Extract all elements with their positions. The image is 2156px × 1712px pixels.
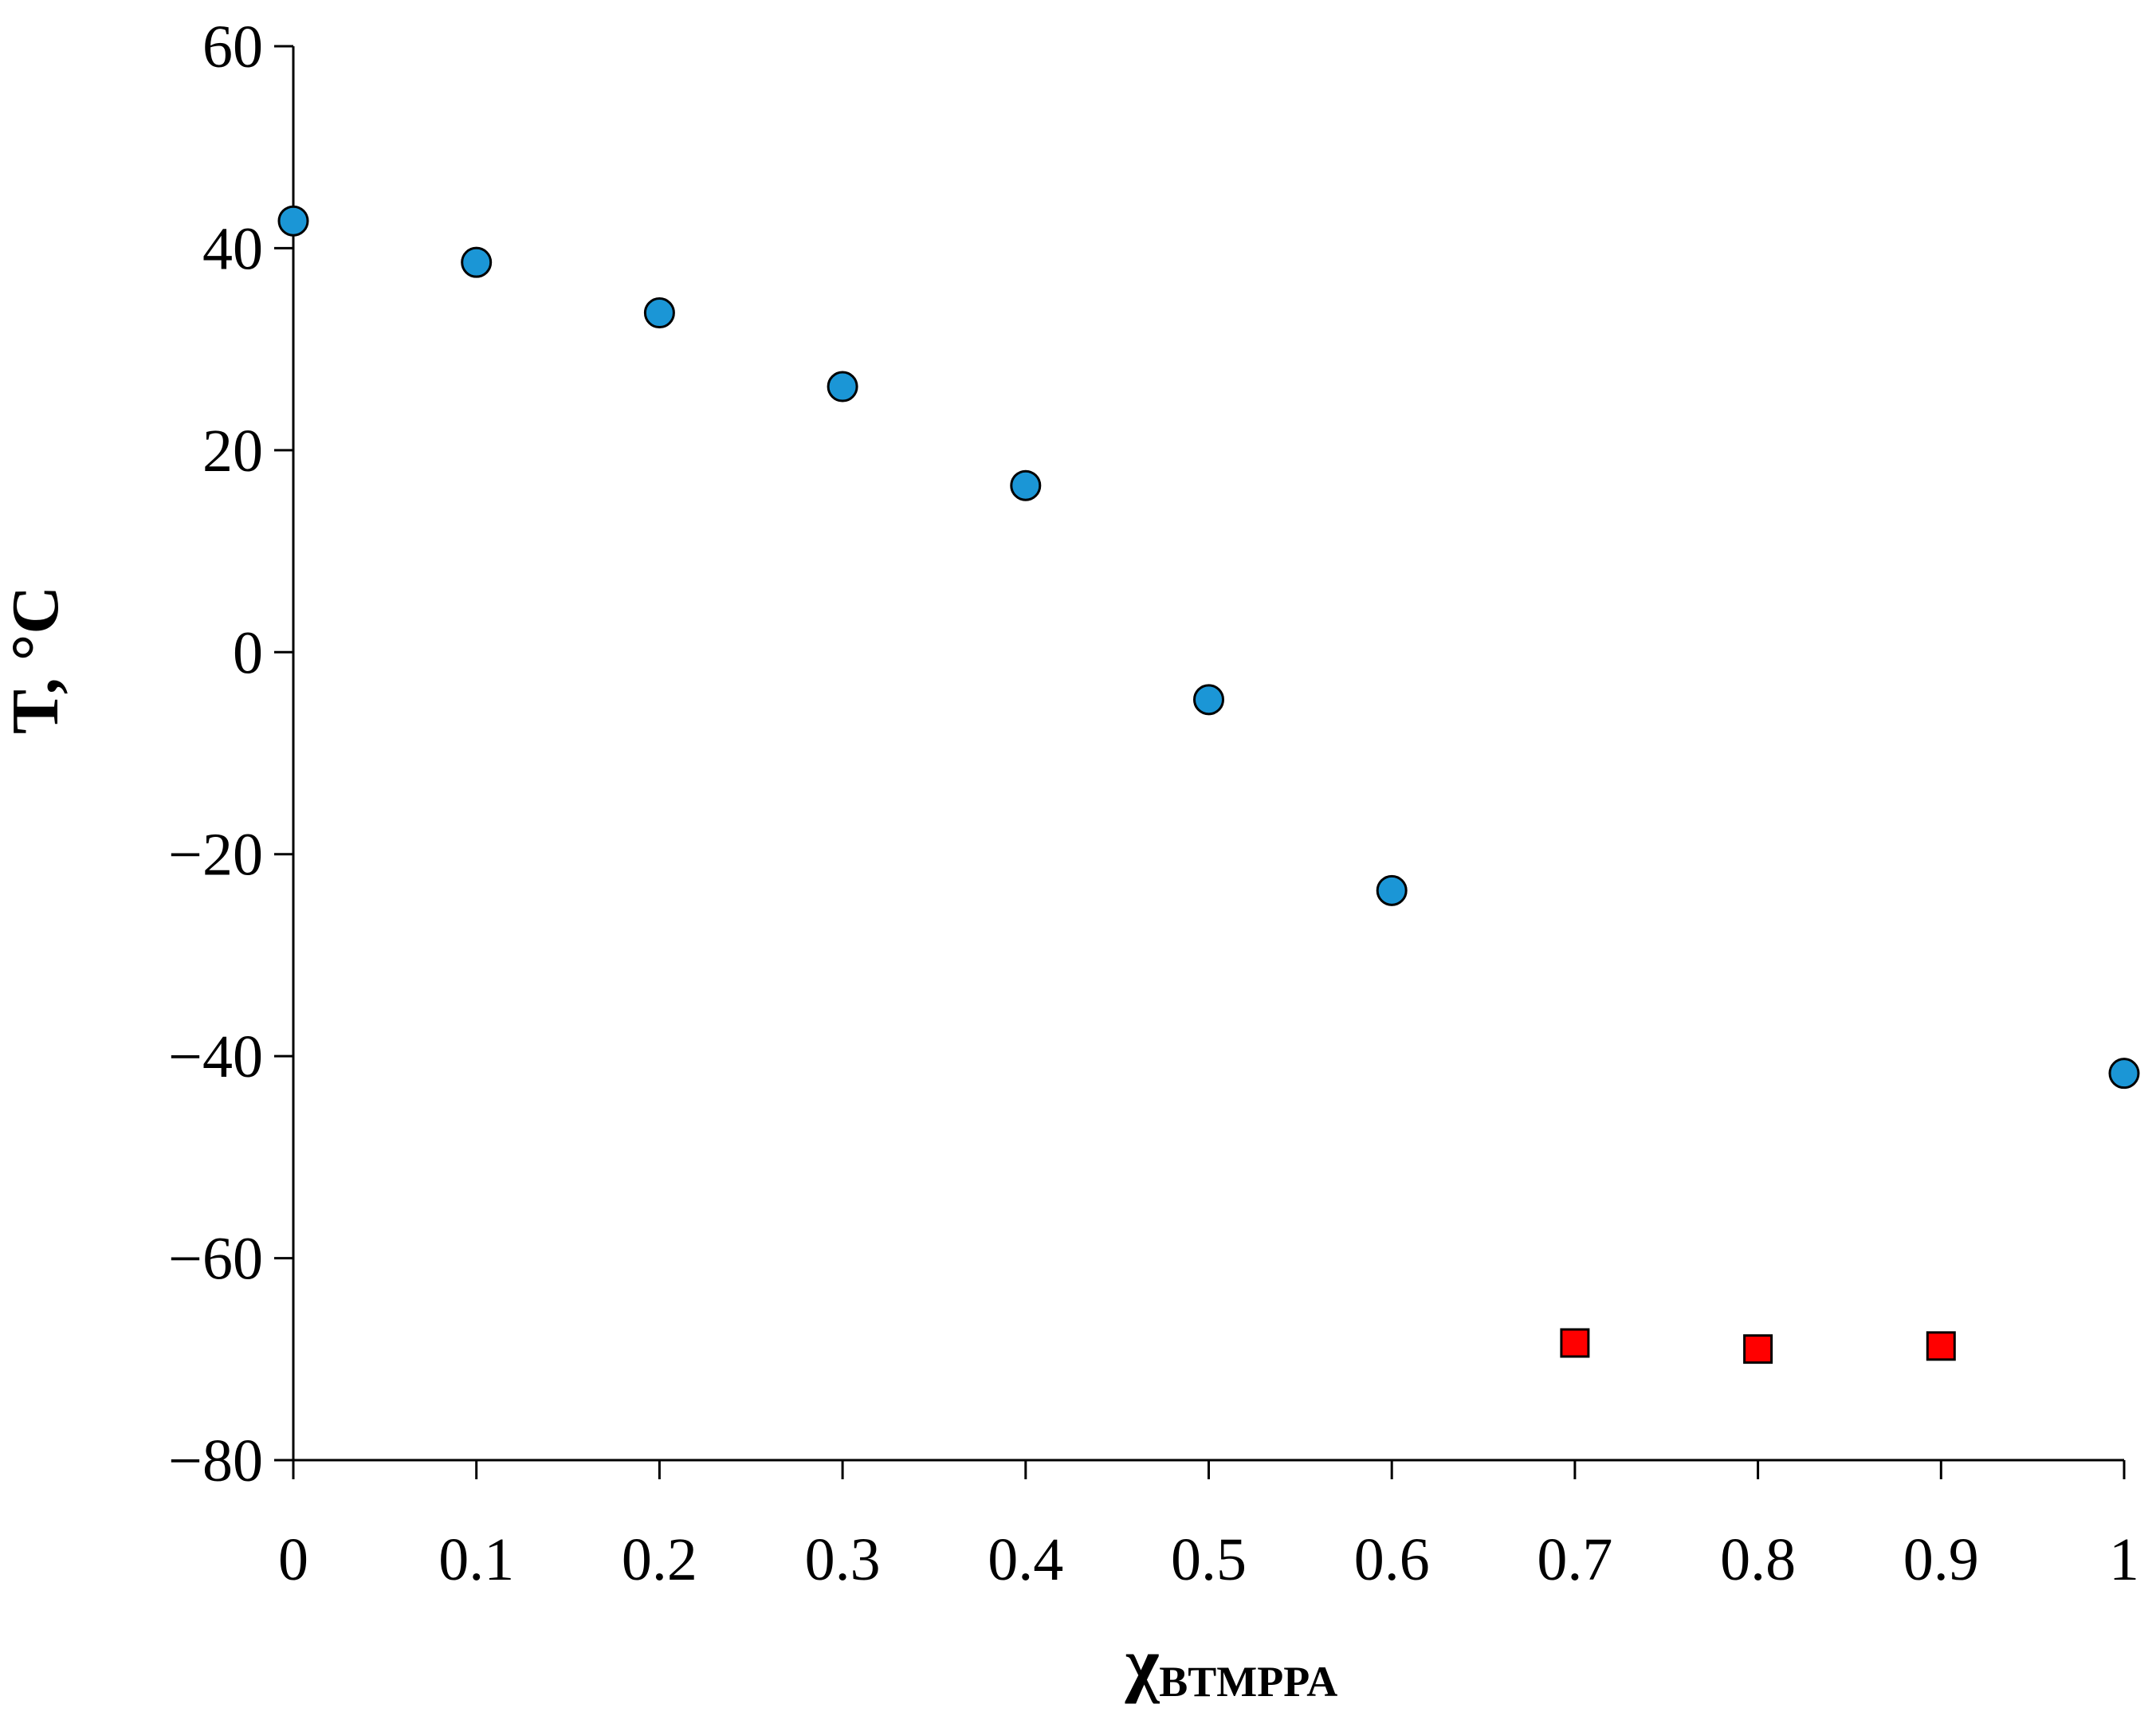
data-point-square bbox=[1743, 1334, 1773, 1364]
x-tick-label: 0.8 bbox=[1720, 1526, 1796, 1593]
y-tick-label: 40 bbox=[202, 215, 263, 282]
data-point-circle bbox=[827, 371, 858, 402]
data-point-circle bbox=[461, 246, 493, 278]
x-tick-label: 0.5 bbox=[1171, 1526, 1247, 1593]
y-tick-label: 0 bbox=[233, 619, 263, 686]
x-axis-title-subscript: BTMPPA bbox=[1159, 1658, 1337, 1706]
x-tick-label: 1 bbox=[2109, 1526, 2139, 1593]
x-tick-label: 0.4 bbox=[988, 1526, 1063, 1593]
data-point-square bbox=[1926, 1331, 1956, 1361]
x-tick-label: 0.6 bbox=[1354, 1526, 1430, 1593]
y-tick-label: −40 bbox=[168, 1023, 263, 1090]
data-point-circle bbox=[1193, 684, 1224, 716]
y-tick-label: −60 bbox=[168, 1226, 263, 1293]
data-markers bbox=[277, 205, 2140, 1364]
y-tick-label: −80 bbox=[168, 1427, 263, 1494]
data-point-circle bbox=[277, 205, 309, 237]
y-tick-label: 20 bbox=[202, 418, 263, 485]
data-point-circle bbox=[1376, 874, 1408, 906]
tick-labels: −80 −60 −40 −20 0 20 40 60 0 0.1 0.2 0.3 0.4 0.5 0.6 0.… bbox=[168, 14, 2139, 1593]
x-tick-label: 0.2 bbox=[622, 1526, 697, 1593]
data-point-circle bbox=[2108, 1058, 2140, 1090]
x-tick-label: 0.9 bbox=[1903, 1526, 1979, 1593]
y-axis-title: T, °C bbox=[0, 586, 73, 734]
y-tick-label: 60 bbox=[202, 14, 263, 80]
tick-marks bbox=[274, 45, 2126, 1479]
data-point-circle bbox=[1010, 469, 1042, 501]
y-tick-label: −20 bbox=[168, 822, 263, 889]
axes bbox=[292, 46, 2124, 1462]
x-axis-title: χBTMPPA bbox=[1125, 1623, 1337, 1706]
x-tick-label: 0.3 bbox=[805, 1526, 881, 1593]
x-tick-label: 0.7 bbox=[1537, 1526, 1612, 1593]
x-tick-label: 0.1 bbox=[438, 1526, 514, 1593]
x-tick-label: 0 bbox=[278, 1526, 308, 1593]
data-point-circle bbox=[643, 297, 675, 329]
x-axis-title-symbol: χ bbox=[1125, 1623, 1160, 1704]
data-point-square bbox=[1560, 1328, 1590, 1358]
